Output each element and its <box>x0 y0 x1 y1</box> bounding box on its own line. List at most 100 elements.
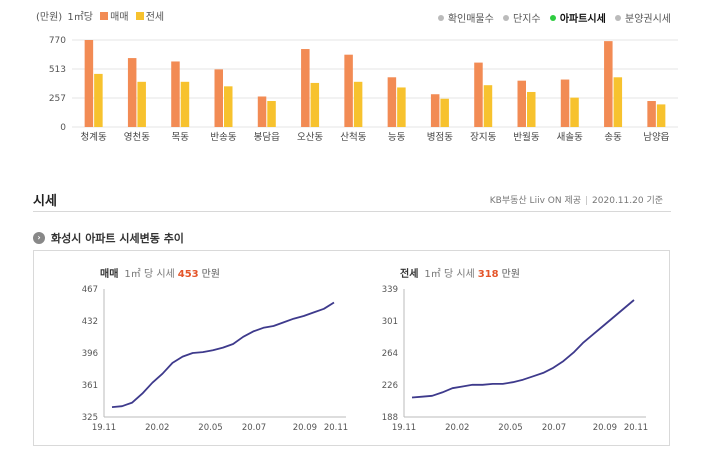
jeonse-chart-value: 318 <box>477 269 499 280</box>
source-separator: | <box>585 196 589 206</box>
per-unit-label: 1㎡당 <box>67 12 93 23</box>
y-tick-label: 339 <box>382 285 398 295</box>
bar-jeonse[interactable] <box>267 101 276 127</box>
y-tick-label: 396 <box>82 349 98 359</box>
bar-jeonse[interactable] <box>440 98 449 127</box>
y-tick-label: 0 <box>60 123 66 133</box>
y-tick-label: 361 <box>82 381 98 391</box>
bar-sale[interactable] <box>214 69 224 127</box>
bar-jeonse[interactable] <box>137 81 146 127</box>
x-tick-label: 20.09 <box>593 423 617 433</box>
unit-label: (만원) <box>36 12 63 23</box>
x-tick-label[interactable]: 청계동 <box>81 131 107 143</box>
price-trend-line <box>411 299 635 399</box>
divider <box>33 211 671 212</box>
x-tick-label[interactable]: 영천동 <box>124 132 150 143</box>
filter-apartment-price[interactable]: 아파트시세 <box>549 14 606 25</box>
bar-sale[interactable] <box>171 61 180 128</box>
district-bar-chart: 0 257 513 770 청계동 영천동 목동 반송동 봉담읍 오산동 산척동 능동 병점동 장지동 반월… <box>49 36 678 143</box>
bar-sale[interactable] <box>257 96 267 127</box>
bar-sale[interactable] <box>387 77 397 127</box>
x-tick-label: 20.02 <box>445 423 469 433</box>
x-tick-label[interactable]: 장지동 <box>470 132 496 143</box>
y-tick-label: 770 <box>49 36 66 46</box>
y-tick-label: 467 <box>82 285 98 295</box>
jeonse-chart-suffix: 만원 <box>501 269 521 280</box>
sale-chart-value: 453 <box>177 269 199 280</box>
filter-presale-price[interactable]: 분양권시세 <box>615 14 671 25</box>
sale-chart-unit: 1㎡ 당 시세 <box>124 269 175 280</box>
x-tick-label: 20.05 <box>498 423 522 433</box>
bar-jeonse[interactable] <box>483 85 493 127</box>
bar-sale[interactable] <box>604 41 613 128</box>
y-tick-label: 257 <box>49 94 66 104</box>
bar-jeonse[interactable] <box>94 73 103 127</box>
bar-sale[interactable] <box>430 94 440 127</box>
source-label: KB부동산 Liiv ON 제공 <box>489 196 581 206</box>
bar-legend: (만원) 1㎡당 매매 전세 <box>36 8 164 23</box>
x-tick-label: 20.11 <box>624 423 648 433</box>
x-tick-label[interactable]: 남양읍 <box>643 132 669 143</box>
bar-jeonse[interactable] <box>310 82 320 127</box>
bar-sale[interactable] <box>127 58 137 127</box>
x-tick-label[interactable]: 반월동 <box>513 131 539 143</box>
price-trend-line <box>111 301 335 408</box>
y-tick-label: 188 <box>382 413 398 423</box>
x-tick-label[interactable]: 병점동 <box>427 131 453 143</box>
jeonse-chart-unit: 1㎡ 당 시세 <box>424 269 475 280</box>
section-title: 시세 <box>33 194 57 209</box>
x-tick-label: 20.07 <box>542 423 566 433</box>
x-tick-label: 19.11 <box>392 423 416 433</box>
bar-jeonse[interactable] <box>527 91 536 127</box>
y-tick-label: 301 <box>382 317 398 327</box>
legend-swatch-sale <box>100 12 109 20</box>
trend-subtitle: › 화성시 아파트 시세변동 추이 <box>33 230 184 246</box>
radio-dot-icon <box>549 15 556 21</box>
y-tick-label: 226 <box>382 381 398 391</box>
radio-dot-icon <box>437 15 444 21</box>
y-tick-label: 325 <box>82 413 98 423</box>
sale-price-line-chart: 325 361 396 432 467 19.11 20.02 20.05 20.07 20.09… <box>82 285 348 433</box>
bar-jeonse[interactable] <box>180 81 190 127</box>
x-tick-label[interactable]: 능동 <box>388 132 406 143</box>
filter-complex-count[interactable]: 단지수 <box>503 14 541 25</box>
x-tick-label[interactable]: 반송동 <box>210 132 236 143</box>
jeonse-chart-label: 전세 <box>400 269 419 280</box>
bar-jeonse[interactable] <box>656 104 666 127</box>
chevron-right-icon[interactable]: › <box>660 128 666 144</box>
sale-chart-header: 매매 1㎡ 당 시세 453 만원 <box>100 265 220 280</box>
y-tick-label: 513 <box>49 65 66 75</box>
x-tick-label[interactable]: 목동 <box>171 132 189 143</box>
sale-chart-suffix: 만원 <box>201 269 221 280</box>
bar-sale[interactable] <box>517 80 527 127</box>
bar-sale[interactable] <box>344 54 353 128</box>
x-tick-label: 20.09 <box>293 423 317 433</box>
bar-jeonse[interactable] <box>224 86 233 127</box>
x-tick-label[interactable]: 봉담읍 <box>254 131 280 143</box>
radio-dot-icon <box>503 15 510 21</box>
bar-sale[interactable] <box>84 40 94 127</box>
bar-sale[interactable] <box>560 79 570 127</box>
y-tick-label: 432 <box>82 317 98 327</box>
x-tick-label: 20.11 <box>324 423 348 433</box>
data-type-filter: 확인매물수 단지수 아파트시세 분양권시세 <box>432 10 671 25</box>
radio-dot-icon <box>615 15 621 21</box>
filter-listing-count[interactable]: 확인매물수 <box>437 14 494 25</box>
x-tick-label: 20.05 <box>198 423 222 433</box>
bar-jeonse[interactable] <box>570 97 579 127</box>
trend-chart-panel: 매매 1㎡ 당 시세 453 만원 전세 1㎡ 당 시세 318 만원 325 361 396 4… <box>33 250 670 446</box>
trend-subtitle-text: 화성시 아파트 시세변동 추이 <box>51 232 184 245</box>
jeonse-price-line-chart: 188 226 264 301 339 19.11 20.02 20.05 20.07 20.09… <box>382 285 648 433</box>
bar-jeonse[interactable] <box>353 81 363 127</box>
bar-sale[interactable] <box>647 101 656 127</box>
chevron-right-circle-icon: › <box>33 232 45 244</box>
x-tick-label[interactable]: 새솔동 <box>557 132 583 143</box>
x-tick-label[interactable]: 송동 <box>604 132 622 143</box>
bar-jeonse[interactable] <box>613 77 623 127</box>
legend-sale-label: 매매 <box>110 12 129 23</box>
bar-jeonse[interactable] <box>397 87 406 127</box>
bar-sale[interactable] <box>301 49 310 127</box>
x-tick-label[interactable]: 산척동 <box>340 132 366 143</box>
x-tick-label[interactable]: 오산동 <box>297 132 323 143</box>
bar-sale[interactable] <box>474 62 483 128</box>
